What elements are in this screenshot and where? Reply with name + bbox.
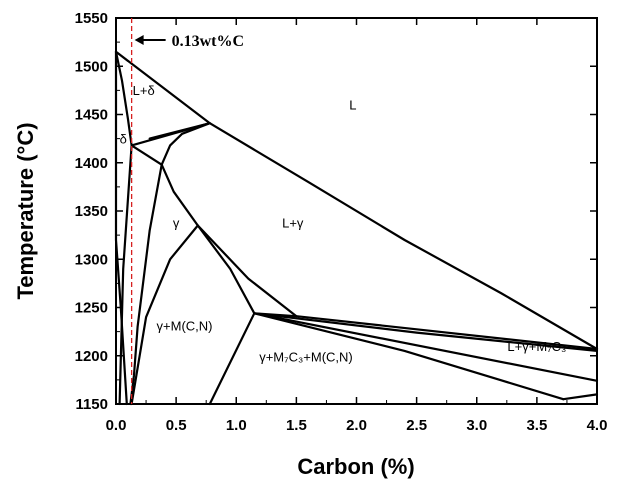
phase-boundary-13 — [196, 224, 298, 318]
x-tick-label: 4.0 — [587, 417, 608, 434]
phase-boundary-16 — [253, 312, 599, 352]
y-tick-label: 1150 — [75, 396, 108, 413]
y-tick-label: 1250 — [75, 300, 108, 317]
y-tick-label: 1200 — [75, 348, 108, 365]
region-label: γ+M₇C₃+M(C,N) — [259, 350, 353, 365]
x-tick-label: 1.5 — [286, 417, 307, 434]
region-label: δ — [120, 131, 127, 146]
y-tick-label: 1350 — [75, 203, 108, 220]
region-label: γ+M(C,N) — [157, 319, 213, 334]
x-tick-label: 0.5 — [166, 417, 187, 434]
x-tick-label: 2.0 — [346, 417, 367, 434]
phase-boundaries — [114, 50, 599, 406]
region-label: γ — [173, 215, 180, 230]
phase-boundary-17 — [253, 312, 599, 382]
phase-boundary-7 — [130, 144, 163, 166]
y-axis-title: Temperature (°C) — [13, 122, 38, 299]
phase-boundary-19 — [562, 393, 599, 401]
y-tick-label: 1400 — [75, 155, 108, 172]
x-tick-label: 1.0 — [226, 417, 247, 434]
axis-ticks: 0.0 0.5 1.0 1.5 2.0 2.5 3.0 3.5 4.0 1150 1200 1250 1… — [75, 10, 608, 434]
phase-boundary-11 — [130, 224, 199, 406]
phase-boundary-8 — [118, 144, 133, 406]
phase-boundary-5 — [148, 122, 211, 140]
phase-boundary-10 — [160, 163, 199, 227]
reference-line-label: 0.13wt%C — [172, 33, 244, 50]
region-label: L+γ — [282, 215, 304, 230]
x-tick-label: 0.0 — [106, 417, 127, 434]
reference-line-group: 0.13wt%C — [130, 18, 244, 404]
region-labels: L L+δ δ γ L+γ γ+M(C,N) γ+M₇C₃+M(C,N) L+γ+M₇C₃ — [120, 83, 567, 364]
y-tick-label: 1450 — [75, 107, 108, 124]
x-axis-title: Carbon (%) — [297, 454, 414, 479]
x-tick-label: 2.5 — [406, 417, 427, 434]
region-label: L+δ — [133, 83, 155, 98]
region-label: L+γ+M₇C₃ — [507, 339, 566, 354]
phase-boundary-18 — [253, 312, 565, 401]
y-tick-label: 1550 — [75, 10, 108, 27]
phase-boundary-6 — [160, 122, 211, 166]
phase-boundary-9 — [129, 163, 163, 406]
y-tick-label: 1500 — [75, 58, 108, 75]
region-label: L — [349, 98, 356, 113]
y-tick-label: 1300 — [75, 251, 108, 268]
phase-boundary-3 — [114, 50, 128, 406]
reference-arrow-head — [134, 35, 144, 45]
phase-boundary-1 — [114, 50, 599, 351]
x-tick-label: 3.0 — [466, 417, 487, 434]
phase-boundary-14 — [208, 312, 256, 406]
x-tick-label: 3.5 — [526, 417, 547, 434]
phase-boundary-12 — [196, 224, 256, 315]
